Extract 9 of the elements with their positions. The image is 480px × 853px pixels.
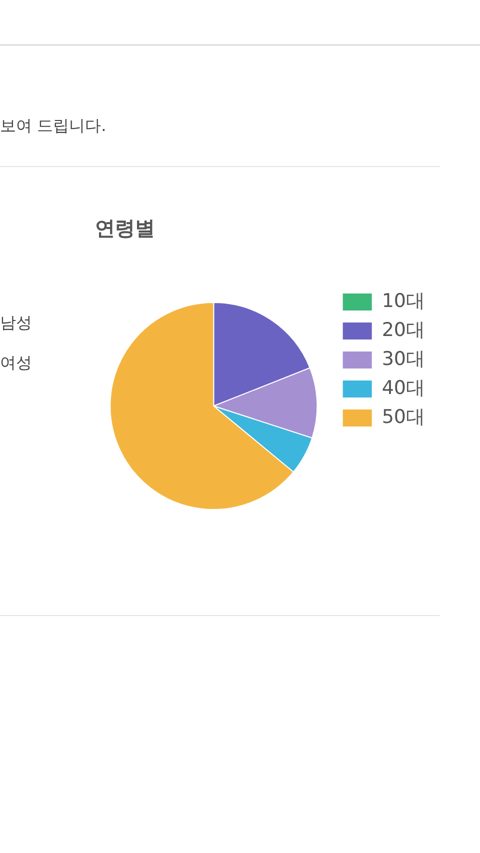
legend-label: 20대 — [382, 318, 426, 341]
text: 보여 드립니다. — [0, 116, 106, 137]
text: 남성 — [0, 313, 32, 334]
chart-title: 연령별 — [95, 216, 155, 240]
legend-label: 40대 — [382, 376, 426, 399]
legend-label: 30대 — [382, 348, 426, 370]
text: 여성 — [0, 353, 32, 374]
legend-label: 50대 — [382, 406, 426, 428]
legend-label: 10대 — [382, 290, 426, 312]
